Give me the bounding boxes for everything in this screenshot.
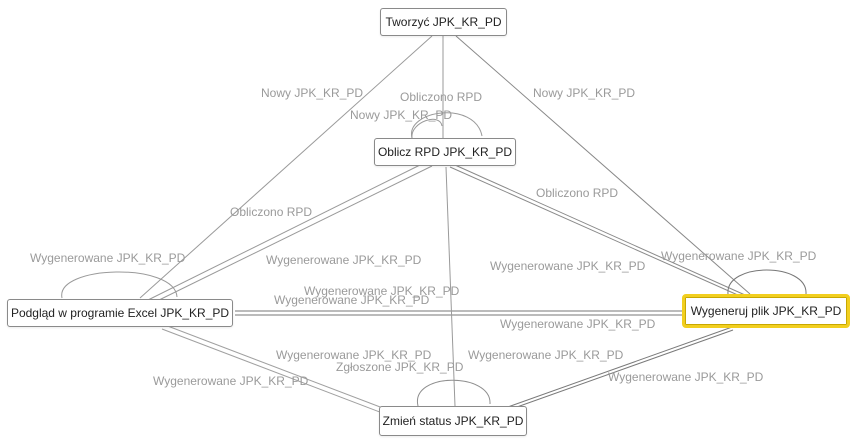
edge-label-create-to-generate: Nowy JPK_KR_PD — [533, 86, 636, 100]
edge-label-status-to-preview: Wygenerowane JPK_KR_PD — [276, 348, 432, 362]
edge-preview-to-calc — [154, 165, 433, 303]
edge-label-preview-loop: Wygenerowane JPK_KR_PD — [30, 251, 186, 265]
edge-label-preview-generate-b: Wygenerowane JPK_KR_PD — [274, 293, 430, 307]
edge-label-preview-to-status: Wygenerowane JPK_KR_PD — [153, 374, 309, 388]
edge-calc-loop — [411, 112, 483, 139]
node-preview[interactable]: Podgląd w programie Excel JPK_KR_PD — [7, 299, 233, 327]
edge-generate-to-status — [502, 329, 734, 413]
edge-label-create-to-calc: Nowy JPK_KR_PD — [350, 108, 453, 122]
edge-label-generate-to-calc: Wygenerowane JPK_KR_PD — [490, 259, 646, 273]
edge-preview-to-status — [164, 324, 389, 411]
edge-status-to-preview — [161, 328, 386, 415]
edge-label-status-to-generate: Wygenerowane JPK_KR_PD — [468, 348, 624, 362]
node-status[interactable]: Zmień status JPK_KR_PD — [379, 406, 527, 436]
edge-label-calc-to-preview: Obliczono RPD — [230, 205, 313, 219]
edge-preview-loop — [61, 271, 178, 299]
node-create[interactable]: Tworzyć JPK_KR_PD — [380, 8, 507, 36]
edge-generate-to-calc — [449, 166, 741, 297]
edge-generate-loop — [727, 269, 807, 295]
edge-label-generate-to-status: Wygenerowane JPK_KR_PD — [608, 370, 764, 384]
edge-status-to-generate — [504, 325, 736, 409]
edge-create-to-preview — [139, 35, 433, 299]
edge-status-to-calc — [445, 166, 456, 407]
edge-calc-to-preview — [147, 164, 421, 301]
edge-create-to-generate — [455, 35, 751, 295]
edge-label-status-loop: Zgłoszone JPK_KR_PD — [336, 360, 464, 374]
edge-label-preview-generate-a: Wygenerowane JPK_KR_PD — [304, 284, 460, 298]
edge-calc-loop-inner — [411, 118, 443, 139]
node-generate[interactable]: Wygeneruj plik JPK_KR_PD — [682, 294, 850, 328]
edge-label-generate-preview-c: Wygenerowane JPK_KR_PD — [500, 317, 656, 331]
edge-status-loop — [417, 379, 491, 407]
edge-label-create-to-preview: Nowy JPK_KR_PD — [261, 86, 364, 100]
edge-calc-to-generate — [454, 164, 746, 296]
edge-label-calc-loop: Obliczono RPD — [400, 90, 483, 104]
edge-label-generate-loop: Wygenerowane JPK_KR_PD — [661, 249, 817, 263]
edge-label-calc-to-generate: Obliczono RPD — [536, 186, 619, 200]
node-calc[interactable]: Oblicz RPD JPK_KR_PD — [374, 138, 516, 166]
edge-label-preview-to-calc: Wygenerowane JPK_KR_PD — [266, 253, 422, 267]
